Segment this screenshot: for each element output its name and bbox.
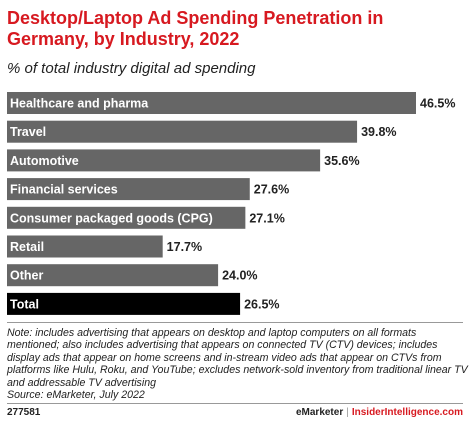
bar-healthcare-and-pharma — [7, 92, 416, 114]
bar-label-travel: Travel — [10, 125, 46, 139]
value-label-total: 26.5% — [244, 297, 279, 311]
bar-retail — [7, 235, 163, 258]
brand-insider-intelligence: InsiderIntelligence.com — [351, 407, 463, 418]
bar-other — [7, 264, 219, 287]
footer-divider — [7, 322, 463, 323]
chart-title: Desktop/Laptop Ad Spending Penetration i… — [7, 8, 384, 49]
chart-note: Note: includes advertising that appears … — [7, 327, 469, 401]
bar-label-consumer-packaged-goods-cpg: Consumer packaged goods (CPG) — [10, 211, 213, 225]
chart-id: 277581 — [7, 407, 41, 418]
source-text: Source: eMarketer, July 2022 — [7, 389, 145, 402]
chart-subtitle: % of total industry digital ad spending — [7, 60, 256, 77]
value-label-other: 24.0% — [222, 269, 257, 283]
bar-consumer-packaged-goods-cpg — [7, 206, 246, 229]
brand-separator: | — [346, 407, 349, 418]
bar-travel — [7, 120, 358, 143]
value-label-automotive: 35.6% — [324, 154, 359, 168]
bar-financial-services — [7, 178, 250, 201]
bar-label-retail: Retail — [10, 240, 44, 254]
bar-total — [7, 292, 241, 315]
value-label-retail: 17.7% — [167, 240, 202, 254]
bar-label-healthcare-and-pharma: Healthcare and pharma — [10, 97, 149, 111]
bar-label-automotive: Automotive — [10, 154, 79, 168]
note-text: Note: includes advertising that appears … — [7, 327, 468, 389]
value-label-consumer-packaged-goods-cpg: 27.1% — [249, 211, 284, 225]
bar-label-total: Total — [10, 297, 39, 311]
footer-brands: eMarketer | InsiderIntelligence.com — [296, 407, 463, 418]
bar-chart: Healthcare and pharma 46.5% Travel 39.8% Aut… — [7, 92, 455, 315]
value-label-financial-services: 27.6% — [254, 183, 289, 197]
value-label-travel: 39.8% — [361, 125, 396, 139]
brand-emarketer: eMarketer — [295, 407, 344, 418]
footer-bottom-divider — [7, 403, 463, 404]
bar-label-financial-services: Financial services — [10, 183, 118, 197]
bar-label-other: Other — [10, 269, 43, 283]
bar-automotive — [7, 149, 321, 172]
value-label-healthcare-and-pharma: 46.5% — [420, 97, 455, 111]
